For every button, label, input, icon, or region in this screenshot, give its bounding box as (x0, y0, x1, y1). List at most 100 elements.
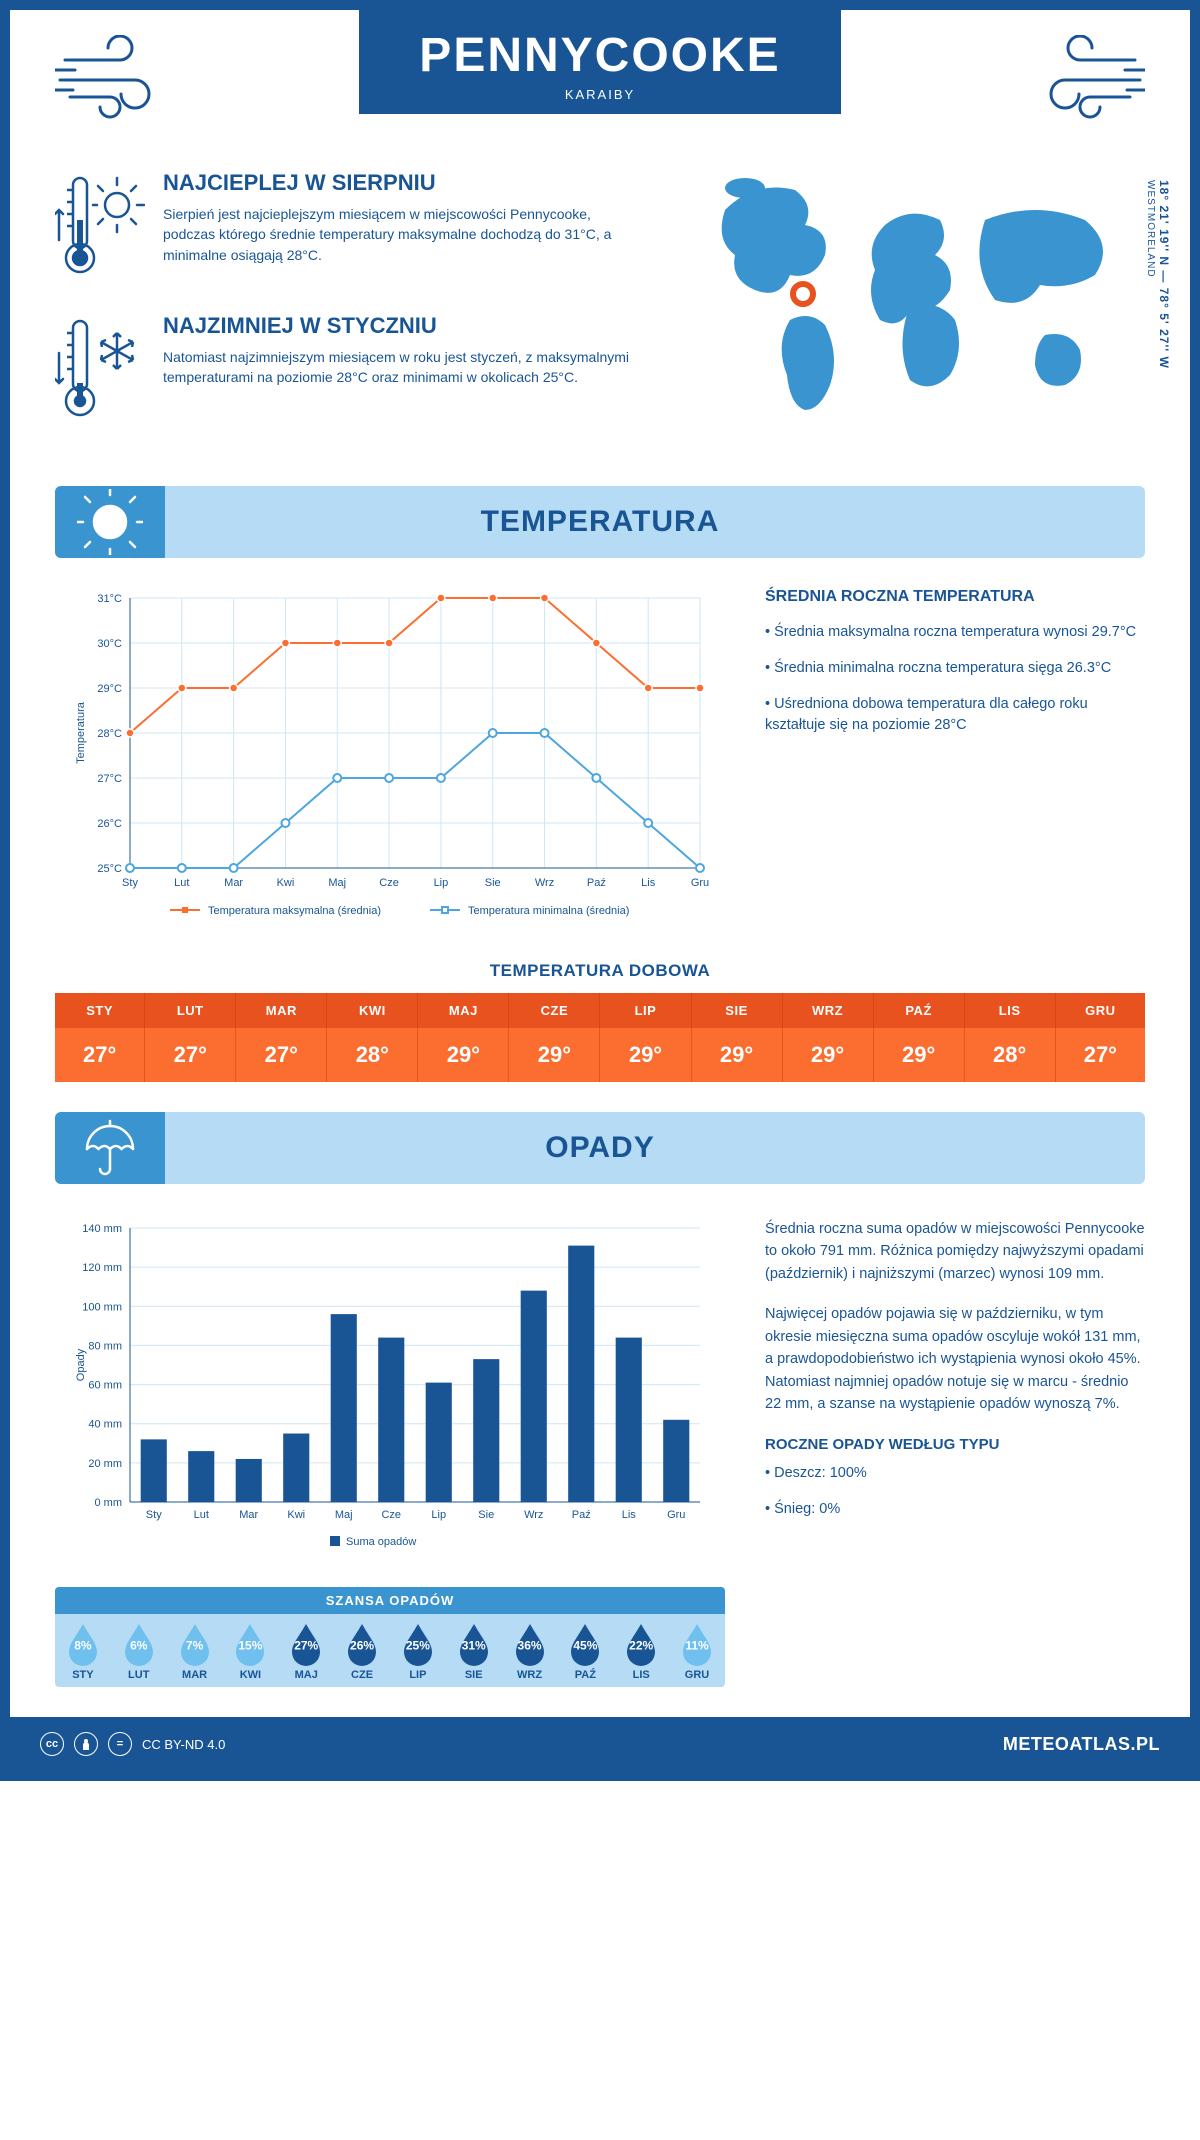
raindrop-icon: 15% (232, 1622, 268, 1666)
month-header: KWI (327, 993, 418, 1028)
map-column: 18° 21' 19'' N — 78° 5' 27'' W WESTMOREL… (685, 170, 1145, 456)
svg-text:28°C: 28°C (97, 728, 122, 740)
chance-value: 7% (186, 1639, 203, 1653)
svg-text:26°C: 26°C (97, 818, 122, 830)
precipitation-row: 0 mm20 mm40 mm60 mm80 mm100 mm120 mm140 … (55, 1218, 1145, 1687)
temperature-title: TEMPERATURA (481, 505, 720, 539)
raindrop-icon: 11% (679, 1622, 715, 1666)
thermometer-snow-icon (55, 313, 145, 428)
precipitation-chart: 0 mm20 mm40 mm60 mm80 mm100 mm120 mm140 … (55, 1218, 725, 1558)
month-header: WRZ (782, 993, 873, 1028)
chance-cell: 45% PAŹ (557, 1614, 613, 1687)
temp-bullet: • Średnia maksymalna roczna temperatura … (765, 622, 1145, 644)
chance-cell: 15% KWI (222, 1614, 278, 1687)
chance-month: KWI (222, 1669, 278, 1681)
raindrop-icon: 6% (121, 1622, 157, 1666)
svg-text:Temperatura minimalna (średnia: Temperatura minimalna (średnia) (468, 905, 629, 917)
daily-temp-cell: 29° (691, 1028, 782, 1082)
svg-text:Lut: Lut (174, 877, 189, 889)
svg-text:Mar: Mar (239, 1509, 258, 1521)
svg-text:Lut: Lut (194, 1509, 209, 1521)
chance-cell: 27% MAJ (278, 1614, 334, 1687)
month-header: SIE (691, 993, 782, 1028)
warm-text: Sierpień jest najcieplejszym miesiącem w… (163, 204, 645, 265)
svg-text:Sty: Sty (122, 877, 138, 889)
svg-text:Lip: Lip (434, 877, 449, 889)
raindrop-icon: 8% (65, 1622, 101, 1666)
brand: METEOATLAS.PL (1003, 1734, 1160, 1755)
raindrop-icon: 36% (512, 1622, 548, 1666)
month-header: LIS (964, 993, 1055, 1028)
chance-cell: 11% GRU (669, 1614, 725, 1687)
svg-text:60 mm: 60 mm (88, 1380, 122, 1392)
svg-text:Opady: Opady (75, 1348, 87, 1381)
raindrop-icon: 26% (344, 1622, 380, 1666)
cold-fact: NAJZIMNIEJ W STYCZNIU Natomiast najzimni… (55, 313, 645, 428)
precip-type-title: ROCZNE OPADY WEDŁUG TYPU (765, 1436, 1145, 1453)
umbrella-icon (55, 1112, 165, 1184)
precip-type-line: • Śnieg: 0% (765, 1499, 1145, 1521)
svg-text:Cze: Cze (379, 877, 399, 889)
coord-lat: 18° 21' 19'' N (1157, 180, 1171, 266)
cc-icon: cc (40, 1732, 64, 1756)
chance-cell: 25% LIP (390, 1614, 446, 1687)
content: PENNYCOOKE KARAIBY NAJCIEPLEJ W SIE (10, 10, 1190, 1717)
daily-temp-cell: 29° (873, 1028, 964, 1082)
page: PENNYCOOKE KARAIBY NAJCIEPLEJ W SIE (0, 0, 1200, 1781)
month-header: GRU (1055, 993, 1145, 1028)
chance-value: 8% (74, 1639, 91, 1653)
chance-month: MAR (167, 1669, 223, 1681)
temp-bullet: • Średnia minimalna roczna temperatura s… (765, 658, 1145, 680)
temp-bullet: • Uśredniona dobowa temperatura dla całe… (765, 694, 1145, 738)
chance-cell: 36% WRZ (502, 1614, 558, 1687)
sun-icon (55, 486, 165, 558)
chance-cell: 26% CZE (334, 1614, 390, 1687)
chance-month: GRU (669, 1669, 725, 1681)
coordinates: 18° 21' 19'' N — 78° 5' 27'' W WESTMOREL… (1143, 180, 1171, 369)
chance-value: 45% (573, 1639, 597, 1653)
daily-temp-table: STYLUTMARKWIMAJCZELIPSIEWRZPAŹLISGRU 27°… (55, 993, 1145, 1082)
precip-p2: Najwięcej opadów pojawia się w październ… (765, 1303, 1145, 1415)
month-header: STY (55, 993, 145, 1028)
chance-value: 26% (350, 1639, 374, 1653)
svg-text:Gru: Gru (691, 877, 709, 889)
title-banner: PENNYCOOKE KARAIBY (359, 10, 840, 114)
chance-value: 36% (518, 1639, 542, 1653)
svg-text:31°C: 31°C (97, 593, 122, 605)
month-header: LUT (145, 993, 236, 1028)
daily-temp-cell: 28° (327, 1028, 418, 1082)
location-marker-icon (793, 284, 813, 304)
daily-temp-cell: 29° (600, 1028, 691, 1082)
chance-month: LIP (390, 1669, 446, 1681)
daily-temp-cell: 29° (418, 1028, 509, 1082)
precip-type-line: • Deszcz: 100% (765, 1463, 1145, 1485)
chance-month: CZE (334, 1669, 390, 1681)
world-map-icon (685, 170, 1145, 430)
fact-body: NAJZIMNIEJ W STYCZNIU Natomiast najzimni… (163, 313, 645, 428)
svg-text:Gru: Gru (667, 1509, 685, 1521)
chance-value: 25% (406, 1639, 430, 1653)
chance-value: 27% (294, 1639, 318, 1653)
month-header: PAŹ (873, 993, 964, 1028)
nd-icon: = (108, 1732, 132, 1756)
svg-text:Sie: Sie (485, 877, 501, 889)
city-name: PENNYCOOKE (419, 28, 780, 83)
svg-text:20 mm: 20 mm (88, 1458, 122, 1470)
chance-month: LUT (111, 1669, 167, 1681)
svg-text:80 mm: 80 mm (88, 1340, 122, 1352)
chance-month: WRZ (502, 1669, 558, 1681)
daily-temp-cell: 29° (782, 1028, 873, 1082)
precipitation-left: 0 mm20 mm40 mm60 mm80 mm100 mm120 mm140 … (55, 1218, 725, 1687)
precipitation-title: OPADY (545, 1131, 654, 1165)
svg-text:30°C: 30°C (97, 638, 122, 650)
temperature-summary: ŚREDNIA ROCZNA TEMPERATURA • Średnia mak… (765, 588, 1145, 933)
region-name: KARAIBY (419, 87, 780, 102)
daily-temp-cell: 28° (964, 1028, 1055, 1082)
daily-temp-cell: 27° (1055, 1028, 1145, 1082)
chance-table: SZANSA OPADÓW 8% STY 6% LUT 7% MAR 15% K… (55, 1587, 725, 1687)
chance-month: STY (55, 1669, 111, 1681)
svg-text:25°C: 25°C (97, 863, 122, 875)
by-icon (74, 1732, 98, 1756)
raindrop-icon: 31% (456, 1622, 492, 1666)
chance-month: LIS (613, 1669, 669, 1681)
